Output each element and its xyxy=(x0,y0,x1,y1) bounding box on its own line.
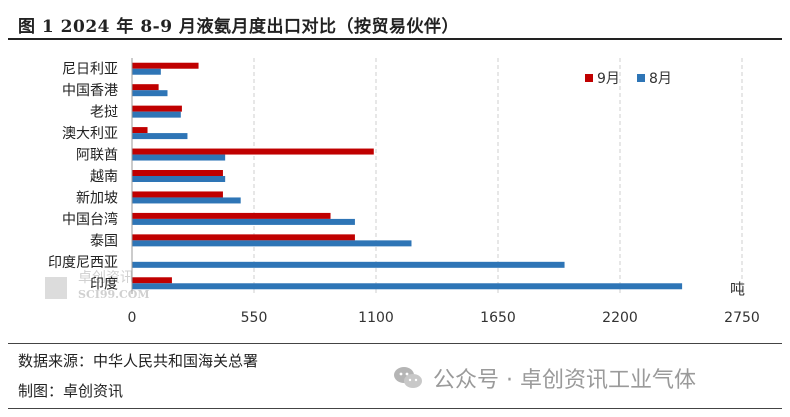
bar-aug-10 xyxy=(132,283,683,290)
legend-swatch-0 xyxy=(585,74,593,82)
wechat-icon xyxy=(394,367,422,388)
y-category-label-4: 阿联酋 xyxy=(76,147,118,164)
y-category-label-7: 中国台湾 xyxy=(62,211,118,228)
bar-sep-5 xyxy=(132,170,223,176)
y-category-label-8: 泰国 xyxy=(90,233,118,249)
y-category-label-3: 澳大利亚 xyxy=(62,126,118,142)
x-tick-label-3: 1650 xyxy=(480,310,516,326)
bar-chart: 卓创资讯 SCI99.COM 尼日利亚中国香港老挝澳大利亚阿联酋越南新加坡中国台… xyxy=(45,58,760,326)
data-source-text: 数据来源：中华人民共和国海关总署 xyxy=(18,352,259,370)
bar-sep-1 xyxy=(132,84,159,91)
y-category-label-10: 印度 xyxy=(90,276,118,292)
x-tick-label-0: 0 xyxy=(128,310,137,326)
legend-label-1: 8月 xyxy=(649,71,672,87)
chart-title: 图 1 2024 年 8-9 月液氨月度出口对比（按贸易伙伴） xyxy=(18,17,459,37)
legend-swatch-1 xyxy=(637,74,645,82)
bar-aug-5 xyxy=(132,176,226,182)
bar-sep-0 xyxy=(132,62,199,69)
bar-sep-8 xyxy=(132,234,355,241)
bar-aug-6 xyxy=(132,197,241,204)
x-tick-label-2: 1100 xyxy=(358,310,394,326)
unit-label: 吨 xyxy=(730,280,745,298)
bar-aug-0 xyxy=(132,68,161,75)
x-tick-label-4: 2200 xyxy=(602,310,638,326)
y-category-label-6: 新加坡 xyxy=(76,190,118,206)
bars xyxy=(132,62,683,290)
chart-bottom-divider xyxy=(8,343,782,344)
bar-aug-4 xyxy=(132,154,226,161)
bar-sep-2 xyxy=(132,105,182,112)
bar-sep-10 xyxy=(132,277,172,284)
bar-aug-1 xyxy=(132,90,168,97)
bar-aug-9 xyxy=(132,261,565,268)
bar-sep-3 xyxy=(132,127,148,134)
grid-lines xyxy=(253,58,743,294)
bar-aug-2 xyxy=(132,111,181,118)
bar-aug-8 xyxy=(132,240,412,247)
chart-watermark: 卓创资讯 SCI99.COM xyxy=(45,270,150,301)
x-axis-labels: 0 550 1100 1650 2200 2750 xyxy=(128,310,760,326)
y-category-label-2: 老挝 xyxy=(90,105,118,121)
title-bar: 图 1 2024 年 8-9 月液氨月度出口对比（按贸易伙伴） xyxy=(8,8,782,40)
x-tick-label-5: 2750 xyxy=(724,310,760,326)
watermark-chart-mark-cn: 卓创资讯 xyxy=(78,270,134,286)
bar-aug-7 xyxy=(132,218,355,225)
y-category-label-1: 中国香港 xyxy=(62,83,118,99)
y-category-label-5: 越南 xyxy=(90,169,118,185)
page-bottom-divider xyxy=(8,408,782,409)
bar-aug-3 xyxy=(132,133,188,140)
legend-label-0: 9月 xyxy=(597,71,620,87)
legend: 9月 8月 xyxy=(585,71,672,87)
bar-sep-7 xyxy=(132,212,331,219)
watermark-text: 公众号 · 卓创资讯工业气体 xyxy=(433,368,696,393)
made-by-text: 制图：卓创资讯 xyxy=(18,382,124,400)
wechat-watermark: 公众号 · 卓创资讯工业气体 xyxy=(393,362,696,394)
watermark-logo-icon xyxy=(45,277,67,299)
x-tick-label-1: 550 xyxy=(241,310,268,326)
y-category-label-0: 尼日利亚 xyxy=(62,62,118,78)
bar-sep-6 xyxy=(132,191,223,198)
y-category-label-9: 印度尼西亚 xyxy=(48,255,118,271)
bar-sep-4 xyxy=(132,148,374,155)
